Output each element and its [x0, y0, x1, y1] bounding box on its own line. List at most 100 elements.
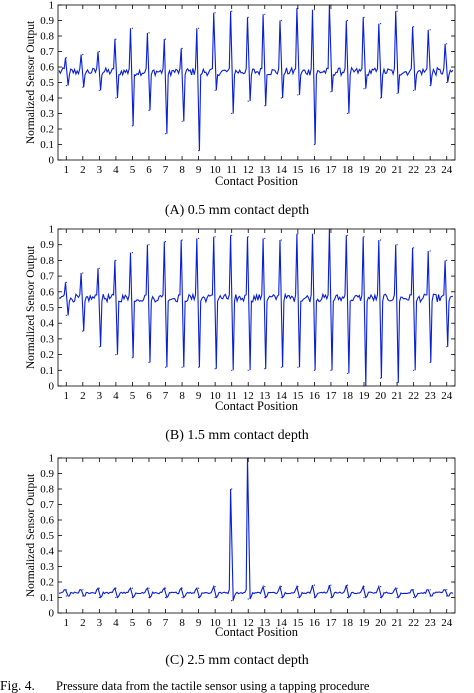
trough-point-14 — [280, 596, 282, 599]
plot-frame — [57, 457, 456, 614]
trough-point-9 — [198, 150, 200, 152]
trough-point-24 — [446, 346, 448, 348]
peak-point-8 — [181, 587, 183, 589]
trough-point-12 — [247, 100, 249, 102]
trough-point-23 — [429, 595, 431, 597]
peak-point-11 — [231, 10, 233, 12]
peak-point-6 — [148, 32, 150, 34]
x-tick-label: 24 — [441, 617, 453, 629]
peak-point-20 — [380, 239, 382, 241]
trough-point-10 — [214, 368, 216, 370]
trough-point-2 — [82, 330, 84, 332]
trough-point-6 — [148, 596, 150, 599]
y-tick-label: 0.7 — [40, 499, 54, 511]
x-tick-label: 7 — [163, 164, 169, 176]
trough-point-18 — [346, 596, 349, 599]
y-tick-label: 0.8 — [40, 484, 54, 496]
peak-point-3 — [98, 587, 100, 589]
y-tick-label: 1 — [49, 453, 55, 465]
peak-point-21 — [396, 244, 398, 246]
trough-point-22 — [413, 369, 415, 371]
y-tick-label: 0.7 — [40, 46, 54, 58]
peak-point-6 — [148, 587, 150, 589]
x-tick-label: 14 — [276, 164, 288, 176]
x-tick-label: 3 — [97, 164, 103, 176]
trough-point-5 — [131, 357, 133, 359]
x-axis-label: Contact Position — [215, 625, 299, 639]
x-tick-label: 5 — [130, 164, 136, 176]
x-tick-label: 22 — [408, 390, 419, 402]
x-tick-label: 18 — [342, 390, 354, 402]
y-tick-label: 0.1 — [40, 592, 54, 604]
y-tick-label: 0.5 — [40, 530, 54, 542]
trough-point-6 — [148, 361, 150, 363]
x-tick-label: 8 — [179, 617, 185, 629]
y-tick-label: 0.7 — [40, 271, 54, 283]
panel-caption: (B) 1.5 mm contact depth — [165, 428, 308, 443]
peak-point-21 — [396, 10, 398, 12]
peak-point-20 — [380, 23, 382, 25]
peak-point-16 — [313, 9, 315, 11]
x-tick-label: 19 — [359, 390, 371, 402]
trough-point-6 — [148, 109, 150, 111]
x-tick-label: 11 — [226, 390, 237, 402]
peak-point-5 — [131, 27, 133, 29]
x-tick-label: 9 — [196, 617, 202, 629]
peak-point-19 — [363, 16, 365, 18]
trough-point-14 — [280, 97, 282, 99]
peak-point-10 — [214, 236, 216, 238]
trough-point-4 — [115, 97, 117, 99]
series-line — [58, 228, 453, 387]
y-tick-label: 0.5 — [40, 77, 54, 89]
peak-point-2 — [82, 272, 84, 274]
panel-caption: (A) 0.5 mm contact depth — [165, 203, 309, 218]
x-tick-label: 20 — [375, 617, 387, 629]
trough-point-17 — [330, 91, 332, 93]
peak-point-4 — [115, 38, 117, 40]
x-tick-label: 5 — [130, 617, 136, 629]
x-tick-label: 2 — [80, 164, 86, 176]
trough-point-13 — [264, 596, 266, 599]
x-tick-label: 15 — [292, 164, 304, 176]
x-tick-label: 19 — [359, 617, 371, 629]
y-tick-label: 0.2 — [40, 124, 54, 136]
x-tick-label: 1 — [64, 164, 70, 176]
x-tick-label: 6 — [146, 390, 152, 402]
x-tick-label: 10 — [210, 390, 222, 402]
trough-point-1 — [65, 85, 67, 87]
peak-point-23 — [429, 589, 431, 591]
peak-point-14 — [280, 239, 282, 241]
y-tick-label: 0.3 — [40, 108, 54, 120]
peak-point-18 — [346, 584, 349, 586]
peak-point-2 — [82, 54, 84, 56]
x-tick-label: 10 — [210, 617, 222, 629]
x-tick-label: 15 — [292, 390, 304, 402]
peak-point-12 — [247, 236, 249, 238]
peak-point-16 — [313, 233, 315, 235]
x-tick-label: 3 — [97, 617, 103, 629]
trough-point-7 — [164, 366, 167, 368]
trough-point-20 — [380, 377, 382, 379]
peak-point-17 — [330, 584, 332, 586]
y-tick-label: 0.9 — [40, 15, 54, 27]
peak-point-20 — [380, 586, 382, 588]
y-tick-label: 0.9 — [40, 239, 54, 251]
trough-point-14 — [280, 366, 282, 368]
x-tick-label: 9 — [196, 390, 202, 402]
x-tick-label: 21 — [392, 390, 403, 402]
trough-point-20 — [380, 97, 382, 99]
y-tick-label: 0.1 — [40, 139, 54, 151]
peak-point-8 — [181, 239, 183, 241]
trough-point-15 — [297, 366, 299, 368]
y-tick-label: 0.1 — [40, 365, 54, 377]
trough-point-8 — [181, 596, 183, 599]
y-tick-label: 0.6 — [40, 286, 54, 298]
trough-point-2 — [82, 595, 84, 597]
x-tick-label: 17 — [325, 617, 337, 629]
y-axis-label: Normalized Sensor Output — [25, 20, 37, 144]
trough-point-22 — [413, 596, 415, 599]
trough-point-9 — [198, 596, 200, 599]
trough-point-2 — [82, 86, 84, 88]
peak-point-18 — [346, 234, 349, 236]
